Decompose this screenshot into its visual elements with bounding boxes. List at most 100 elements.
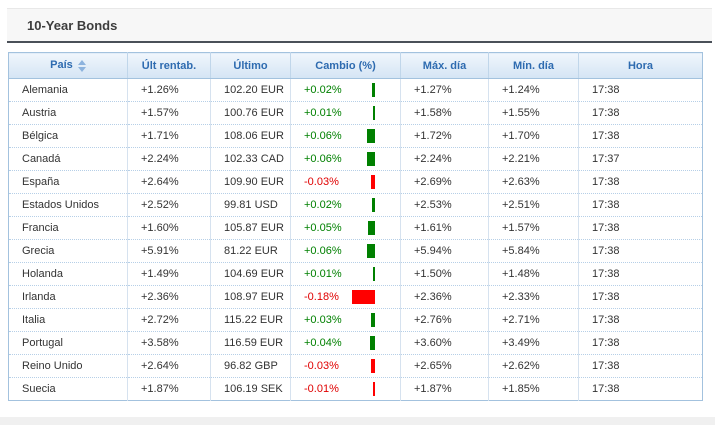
column-header-hora[interactable]: Hora	[579, 53, 703, 79]
cell-ultimo: 96.82 GBP	[211, 355, 291, 378]
change-bar	[373, 382, 375, 396]
column-header-label: Mín. día	[513, 60, 554, 72]
table-row[interactable]: Canadá+2.24%102.33 CAD+0.06%+2.24%+2.21%…	[9, 148, 703, 171]
column-header-ultimo[interactable]: Último	[211, 53, 291, 79]
cell-cambio: -0.03%	[291, 355, 401, 378]
change-value: +0.06%	[304, 245, 342, 257]
change-value: +0.02%	[304, 84, 342, 96]
cell-ult_rentab: +2.64%	[128, 171, 211, 194]
cell-cambio: +0.04%	[291, 332, 401, 355]
cell-ult_rentab: +3.58%	[128, 332, 211, 355]
cell-hora: 17:38	[579, 309, 703, 332]
cell-pais: Italia	[9, 309, 128, 332]
table-row[interactable]: Bélgica+1.71%108.06 EUR+0.06%+1.72%+1.70…	[9, 125, 703, 148]
table-row[interactable]: Estados Unidos+2.52%99.81 USD+0.02%+2.53…	[9, 194, 703, 217]
change-bar	[371, 175, 375, 189]
cell-min_dia: +5.84%	[489, 240, 579, 263]
change-bar	[371, 359, 375, 373]
cell-max_dia: +2.53%	[401, 194, 489, 217]
column-header-ult_rentab[interactable]: Últ rentab.	[128, 53, 211, 79]
cell-max_dia: +5.94%	[401, 240, 489, 263]
cell-min_dia: +1.55%	[489, 102, 579, 125]
table-row[interactable]: Francia+1.60%105.87 EUR+0.05%+1.61%+1.57…	[9, 217, 703, 240]
cell-max_dia: +1.72%	[401, 125, 489, 148]
column-header-label: Cambio (%)	[315, 60, 376, 72]
cell-min_dia: +2.33%	[489, 286, 579, 309]
cell-ult_rentab: +1.71%	[128, 125, 211, 148]
change-bar	[368, 221, 375, 235]
table-row[interactable]: Italia+2.72%115.22 EUR+0.03%+2.76%+2.71%…	[9, 309, 703, 332]
sort-arrows-icon[interactable]	[78, 60, 86, 72]
cell-ult_rentab: +2.72%	[128, 309, 211, 332]
bottom-strip	[0, 417, 715, 425]
cell-ultimo: 100.76 EUR	[211, 102, 291, 125]
cell-pais: España	[9, 171, 128, 194]
change-value: +0.01%	[304, 268, 342, 280]
cell-min_dia: +1.70%	[489, 125, 579, 148]
cell-hora: 17:38	[579, 194, 703, 217]
cell-ultimo: 108.06 EUR	[211, 125, 291, 148]
cell-pais: Holanda	[9, 263, 128, 286]
table-row[interactable]: Grecia+5.91%81.22 EUR+0.06%+5.94%+5.84%1…	[9, 240, 703, 263]
cell-max_dia: +1.58%	[401, 102, 489, 125]
change-bar	[367, 129, 375, 143]
cell-cambio: +0.01%	[291, 102, 401, 125]
cell-ultimo: 109.90 EUR	[211, 171, 291, 194]
change-bar	[372, 198, 375, 212]
column-header-label: Últ rentab.	[142, 60, 196, 72]
cell-ult_rentab: +1.26%	[128, 79, 211, 102]
column-header-label: País	[50, 59, 73, 71]
cell-max_dia: +2.65%	[401, 355, 489, 378]
table-row[interactable]: España+2.64%109.90 EUR-0.03%+2.69%+2.63%…	[9, 171, 703, 194]
cell-ult_rentab: +1.87%	[128, 378, 211, 401]
cell-ultimo: 102.20 EUR	[211, 79, 291, 102]
cell-ult_rentab: +2.52%	[128, 194, 211, 217]
cell-min_dia: +2.63%	[489, 171, 579, 194]
cell-cambio: +0.06%	[291, 240, 401, 263]
cell-pais: Estados Unidos	[9, 194, 128, 217]
change-value: +0.06%	[304, 153, 342, 165]
cell-pais: Suecia	[9, 378, 128, 401]
cell-min_dia: +2.62%	[489, 355, 579, 378]
change-bar	[367, 152, 375, 166]
cell-ult_rentab: +1.60%	[128, 217, 211, 240]
cell-min_dia: +1.57%	[489, 217, 579, 240]
table-row[interactable]: Reino Unido+2.64%96.82 GBP-0.03%+2.65%+2…	[9, 355, 703, 378]
cell-max_dia: +1.27%	[401, 79, 489, 102]
column-header-max_dia[interactable]: Máx. día	[401, 53, 489, 79]
table-row[interactable]: Alemania+1.26%102.20 EUR+0.02%+1.27%+1.2…	[9, 79, 703, 102]
column-header-pais[interactable]: País	[9, 53, 128, 79]
cell-max_dia: +2.36%	[401, 286, 489, 309]
cell-max_dia: +2.76%	[401, 309, 489, 332]
change-bar	[371, 313, 375, 327]
table-row[interactable]: Irlanda+2.36%108.97 EUR-0.18%+2.36%+2.33…	[9, 286, 703, 309]
table-row[interactable]: Suecia+1.87%106.19 SEK-0.01%+1.87%+1.85%…	[9, 378, 703, 401]
column-header-cambio[interactable]: Cambio (%)	[291, 53, 401, 79]
cell-hora: 17:38	[579, 355, 703, 378]
cell-pais: Portugal	[9, 332, 128, 355]
table-row[interactable]: Portugal+3.58%116.59 EUR+0.04%+3.60%+3.4…	[9, 332, 703, 355]
table-row[interactable]: Austria+1.57%100.76 EUR+0.01%+1.58%+1.55…	[9, 102, 703, 125]
cell-pais: Alemania	[9, 79, 128, 102]
column-header-label: Máx. día	[423, 60, 466, 72]
cell-ultimo: 108.97 EUR	[211, 286, 291, 309]
change-bar	[370, 336, 375, 350]
cell-pais: Grecia	[9, 240, 128, 263]
cell-cambio: +0.06%	[291, 125, 401, 148]
cell-max_dia: +1.50%	[401, 263, 489, 286]
change-value: -0.03%	[304, 176, 339, 188]
cell-ultimo: 115.22 EUR	[211, 309, 291, 332]
panel-header: 10-Year Bonds	[7, 8, 712, 43]
cell-cambio: +0.02%	[291, 79, 401, 102]
change-bar	[352, 290, 375, 304]
cell-min_dia: +3.49%	[489, 332, 579, 355]
cell-hora: 17:38	[579, 263, 703, 286]
cell-min_dia: +2.71%	[489, 309, 579, 332]
cell-hora: 17:38	[579, 102, 703, 125]
cell-pais: Canadá	[9, 148, 128, 171]
cell-cambio: +0.05%	[291, 217, 401, 240]
column-header-min_dia[interactable]: Mín. día	[489, 53, 579, 79]
cell-hora: 17:38	[579, 332, 703, 355]
cell-cambio: -0.18%	[291, 286, 401, 309]
table-row[interactable]: Holanda+1.49%104.69 EUR+0.01%+1.50%+1.48…	[9, 263, 703, 286]
